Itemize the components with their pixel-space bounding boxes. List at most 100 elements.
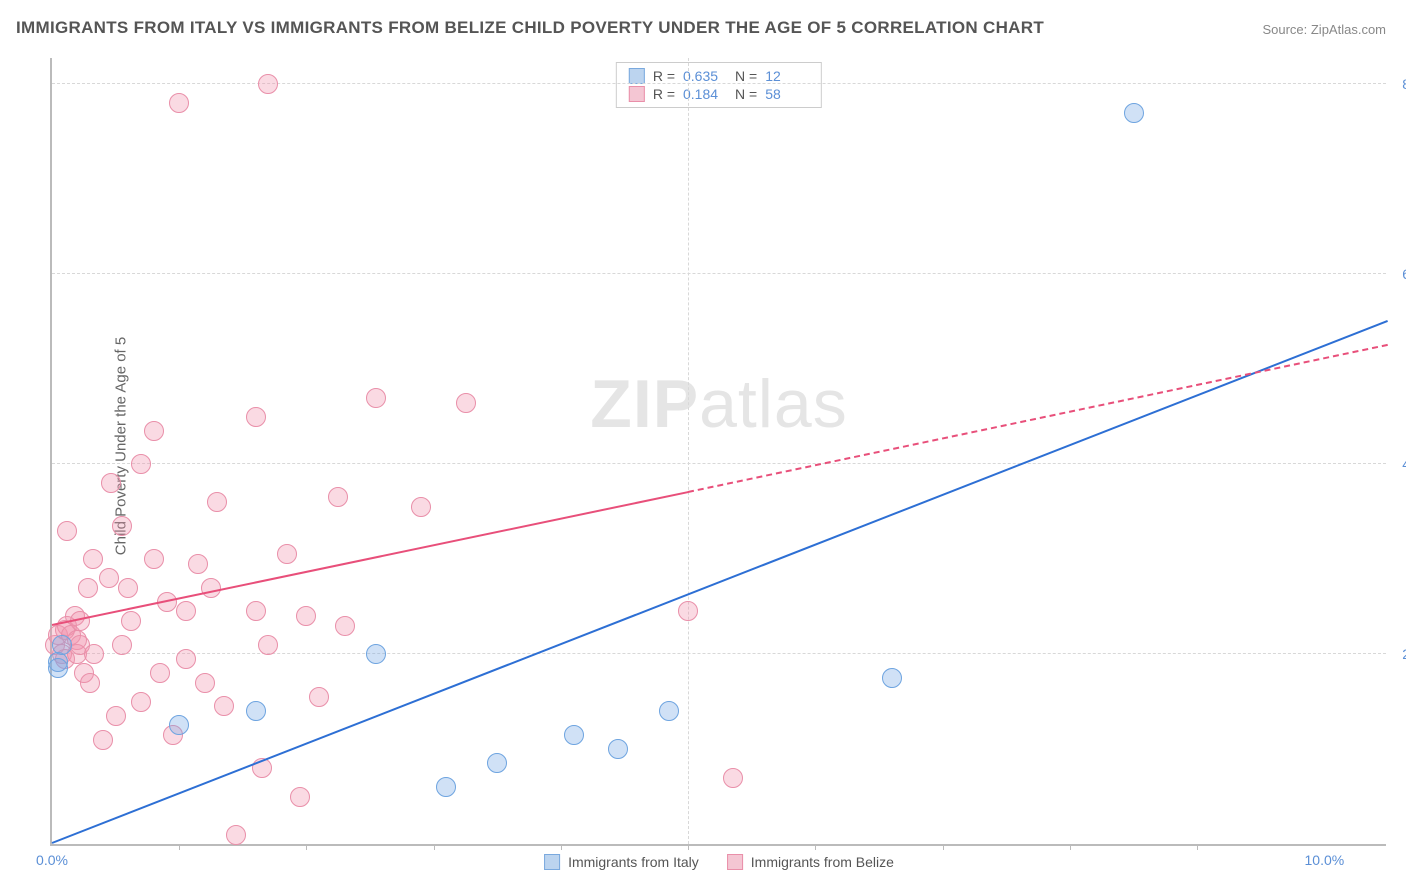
data-point-italy — [564, 725, 584, 745]
data-point-belize — [57, 521, 77, 541]
legend-r-label: R = — [653, 86, 675, 102]
data-point-italy — [48, 658, 68, 678]
legend-italy-r: 0.635 — [683, 68, 727, 84]
data-point-belize — [106, 706, 126, 726]
legend-series: Immigrants from Italy Immigrants from Be… — [544, 854, 894, 870]
data-point-belize — [258, 635, 278, 655]
data-point-belize — [335, 616, 355, 636]
y-tick-label: 20.0% — [1402, 646, 1406, 662]
data-point-belize — [118, 578, 138, 598]
data-point-belize — [131, 692, 151, 712]
x-minor-tick — [179, 844, 180, 850]
data-point-belize — [176, 649, 196, 669]
chart-container: IMMIGRANTS FROM ITALY VS IMMIGRANTS FROM… — [0, 0, 1406, 892]
x-minor-tick — [434, 844, 435, 850]
gridline-horizontal — [52, 83, 1386, 84]
data-point-belize — [411, 497, 431, 517]
x-tick-label: 10.0% — [1305, 852, 1345, 868]
data-point-italy — [169, 715, 189, 735]
data-point-belize — [78, 578, 98, 598]
data-point-italy — [608, 739, 628, 759]
y-tick-label: 40.0% — [1402, 456, 1406, 472]
legend-belize-n: 58 — [765, 86, 809, 102]
x-minor-tick — [943, 844, 944, 850]
data-point-belize — [328, 487, 348, 507]
data-point-belize — [366, 388, 386, 408]
data-point-belize — [144, 549, 164, 569]
data-point-belize — [290, 787, 310, 807]
data-point-belize — [246, 601, 266, 621]
watermark: ZIPatlas — [590, 365, 847, 443]
data-point-belize — [176, 601, 196, 621]
data-point-italy — [882, 668, 902, 688]
data-point-belize — [99, 568, 119, 588]
chart-title: IMMIGRANTS FROM ITALY VS IMMIGRANTS FROM… — [16, 18, 1044, 38]
x-minor-tick — [561, 844, 562, 850]
x-minor-tick — [1070, 844, 1071, 850]
swatch-belize-icon — [727, 854, 743, 870]
data-point-belize — [456, 393, 476, 413]
data-point-belize — [84, 644, 104, 664]
data-point-belize — [169, 93, 189, 113]
data-point-belize — [723, 768, 743, 788]
data-point-italy — [246, 701, 266, 721]
gridline-horizontal — [52, 463, 1386, 464]
trend-line-extrapolated — [688, 344, 1388, 493]
swatch-italy-icon — [544, 854, 560, 870]
x-minor-tick — [815, 844, 816, 850]
x-minor-tick — [306, 844, 307, 850]
data-point-belize — [83, 549, 103, 569]
data-point-belize — [214, 696, 234, 716]
data-point-italy — [436, 777, 456, 797]
data-point-belize — [246, 407, 266, 427]
data-point-belize — [131, 454, 151, 474]
gridline-vertical — [688, 58, 689, 844]
gridline-horizontal — [52, 653, 1386, 654]
data-point-italy — [366, 644, 386, 664]
swatch-italy-icon — [629, 68, 645, 84]
source-attribution: Source: ZipAtlas.com — [1262, 22, 1386, 37]
x-minor-tick — [1197, 844, 1198, 850]
data-point-belize — [226, 825, 246, 845]
y-tick-label: 80.0% — [1402, 76, 1406, 92]
data-point-belize — [296, 606, 316, 626]
data-point-belize — [144, 421, 164, 441]
y-tick-label: 60.0% — [1402, 266, 1406, 282]
data-point-belize — [93, 730, 113, 750]
data-point-belize — [678, 601, 698, 621]
data-point-belize — [112, 635, 132, 655]
legend-r-label: R = — [653, 68, 675, 84]
data-point-belize — [277, 544, 297, 564]
data-point-belize — [112, 516, 132, 536]
data-point-belize — [195, 673, 215, 693]
data-point-belize — [150, 663, 170, 683]
plot-area: ZIPatlas R = 0.635 N = 12 R = 0.184 N = … — [50, 58, 1386, 846]
x-minor-tick — [688, 844, 689, 850]
legend-belize-r: 0.184 — [683, 86, 727, 102]
data-point-belize — [80, 673, 100, 693]
data-point-italy — [487, 753, 507, 773]
data-point-belize — [207, 492, 227, 512]
legend-n-label: N = — [735, 86, 757, 102]
data-point-belize — [309, 687, 329, 707]
legend-row-belize: R = 0.184 N = 58 — [629, 85, 809, 103]
data-point-belize — [188, 554, 208, 574]
legend-item-belize: Immigrants from Belize — [727, 854, 894, 870]
x-tick-label: 0.0% — [36, 852, 68, 868]
legend-italy-label: Immigrants from Italy — [568, 854, 699, 870]
data-point-belize — [201, 578, 221, 598]
legend-n-label: N = — [735, 68, 757, 84]
data-point-belize — [121, 611, 141, 631]
swatch-belize-icon — [629, 86, 645, 102]
legend-statistics: R = 0.635 N = 12 R = 0.184 N = 58 — [616, 62, 822, 108]
legend-belize-label: Immigrants from Belize — [751, 854, 894, 870]
data-point-belize — [101, 473, 121, 493]
legend-row-italy: R = 0.635 N = 12 — [629, 67, 809, 85]
legend-italy-n: 12 — [765, 68, 809, 84]
data-point-italy — [52, 635, 72, 655]
data-point-belize — [258, 74, 278, 94]
legend-item-italy: Immigrants from Italy — [544, 854, 699, 870]
data-point-italy — [1124, 103, 1144, 123]
watermark-light: atlas — [699, 366, 848, 442]
watermark-bold: ZIP — [590, 366, 699, 442]
